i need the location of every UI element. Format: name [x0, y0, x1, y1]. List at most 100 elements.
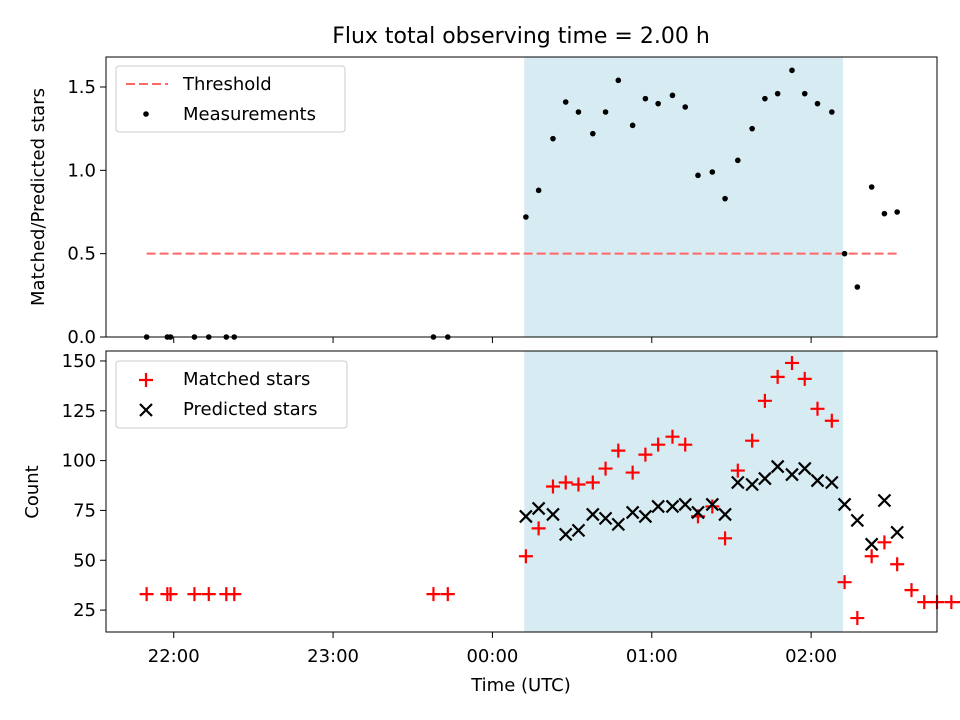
measurement-point [841, 250, 848, 257]
matched-star-marker [957, 601, 960, 604]
x-tick-label: 22:00 [148, 646, 200, 667]
bottom-legend: Matched stars Predicted stars [115, 360, 348, 429]
matched-star-marker [705, 499, 720, 514]
x-tick-label: 01:00 [626, 646, 678, 667]
matched-star-marker [718, 531, 733, 546]
measurement-point [762, 95, 768, 102]
predicted-star-marker [546, 507, 560, 522]
measurement-point [655, 100, 661, 107]
predicted-star-marker [611, 517, 626, 532]
measurement-point [814, 100, 821, 107]
measurements-legend-label: Measurements [183, 104, 316, 125]
matched-star-marker [864, 549, 879, 564]
measurement-point [590, 130, 596, 137]
predicted-star-marker [877, 493, 892, 508]
top-y-tick-label: 1.0 [67, 160, 96, 181]
predicted-star-marker [531, 501, 546, 516]
matched-star-marker [571, 477, 586, 492]
matched-star-marker [187, 587, 202, 602]
predicted-star-marker [625, 505, 640, 520]
measurement-point [669, 92, 676, 99]
predicted-star-marker [718, 507, 732, 522]
predicted-star-marker [705, 497, 720, 512]
measurement-point [735, 157, 741, 164]
bottom-count-points [139, 355, 960, 626]
measurement-point [774, 90, 781, 97]
top-y-tick-label: 0.5 [67, 244, 96, 265]
bottom-y-axis: 25 50 75 100 125 150 [62, 351, 106, 621]
bottom-x-axis: 22:00 23:00 00:00 01:00 02:00 [148, 632, 837, 667]
measurement-point [894, 209, 900, 215]
measurement-point [854, 284, 861, 290]
predicted-star-marker [691, 505, 705, 520]
measurements-legend-swatch [143, 111, 149, 117]
matched-star-marker [518, 549, 533, 564]
measurement-point [575, 109, 582, 115]
measurement-point [709, 169, 716, 175]
measurement-point [749, 125, 755, 132]
top-x-tick-marks [173, 337, 812, 343]
matched-star-marker [850, 611, 865, 626]
top-shaded-span [524, 57, 843, 337]
matched-star-marker [611, 443, 626, 458]
predicted-star-marker [558, 527, 573, 542]
predicted-star-marker [598, 511, 613, 526]
measurement-point [801, 90, 808, 97]
x-tick-label: 00:00 [466, 646, 518, 667]
bottom-shaded-span [524, 351, 843, 632]
bottom-plot-frame [105, 350, 938, 633]
matched-star-marker [770, 369, 785, 384]
measurement-point [868, 184, 875, 190]
matched-star-marker [545, 479, 560, 494]
matched-star-marker [917, 595, 932, 610]
predicted-star-marker [651, 499, 665, 514]
predicted-star-marker [797, 461, 812, 476]
top-plot-frame [105, 56, 938, 338]
matched-star-marker [426, 587, 441, 602]
matched-star-marker [877, 535, 892, 550]
measurement-point [562, 99, 569, 105]
predicted-star-marker [810, 473, 825, 488]
bottom-y-axis-label: Count [22, 465, 43, 518]
matched-star-marker [904, 583, 919, 598]
matched-star-marker [440, 587, 455, 602]
matched-star-marker [625, 465, 640, 480]
predicted-star-marker [785, 467, 799, 482]
matched-star-marker [651, 437, 666, 452]
predicted-star-marker [665, 499, 680, 514]
matched-star-marker [598, 461, 613, 476]
matched-star-marker [890, 557, 905, 572]
matched-star-marker [745, 433, 760, 448]
predicted-star-marker [758, 471, 772, 486]
matched-star-marker [824, 413, 839, 428]
top-legend: Threshold Measurements [115, 65, 346, 133]
x-tick-label: 23:00 [307, 646, 359, 667]
bottom-legend-box [115, 360, 348, 429]
bottom-y-tick-label: 150 [62, 351, 96, 372]
predicted-star-marker [770, 459, 785, 474]
matched-star-marker [757, 393, 772, 408]
matched-star-marker [810, 401, 825, 416]
top-y-axis-label: Matched/Predicted stars [28, 88, 49, 306]
measurement-point [523, 214, 529, 220]
matched-star-marker [227, 587, 242, 602]
measurement-point [535, 187, 542, 194]
top-panel: 0.0 0.5 1.0 1.5 Matched/Predicted stars Thr… [28, 56, 938, 348]
matched-legend-label: Matched stars [183, 369, 310, 390]
predicted-star-marker [638, 509, 653, 524]
predicted-star-marker [678, 497, 693, 512]
matched-star-marker [665, 429, 680, 444]
bottom-y-tick-label: 75 [73, 500, 96, 521]
measurement-point [829, 109, 835, 115]
matched-star-marker [837, 575, 852, 590]
measurement-point [642, 95, 649, 102]
bottom-y-tick-label: 125 [62, 401, 96, 422]
top-y-axis: 0.0 0.5 1.0 1.5 [67, 77, 106, 348]
matched-star-marker [558, 475, 573, 490]
predicted-star-marker [519, 509, 533, 524]
predicted-legend-swatch [139, 403, 153, 417]
matched-star-marker [638, 447, 653, 462]
x-axis-label: Time (UTC) [470, 675, 571, 696]
top-y-tick-label: 1.5 [67, 77, 96, 98]
matched-star-marker [730, 463, 745, 478]
